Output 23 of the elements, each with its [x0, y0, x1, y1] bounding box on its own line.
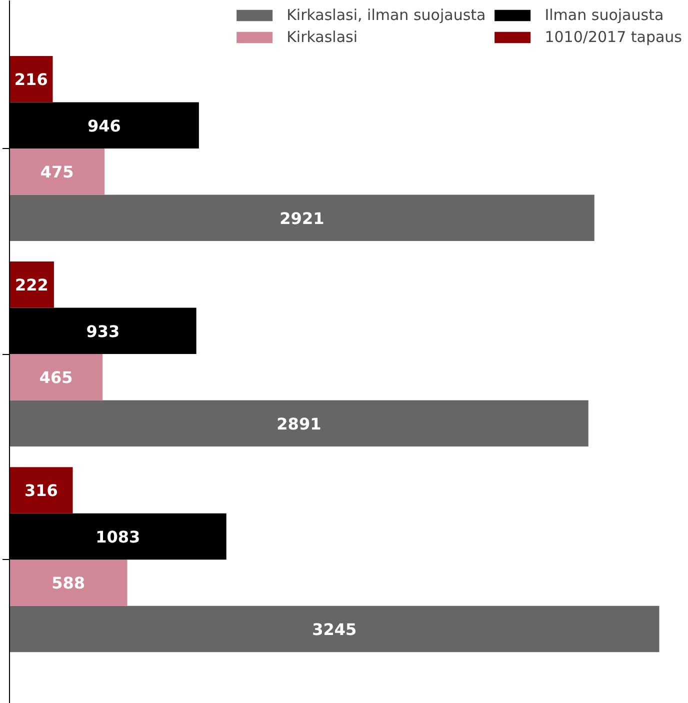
bar: [10, 467, 73, 514]
data-label: 933: [86, 322, 120, 341]
bar: [10, 194, 594, 241]
data-label: 946: [88, 116, 121, 136]
bar: [10, 148, 105, 195]
bar: [10, 400, 588, 447]
data-label: 222: [15, 276, 48, 295]
bar: [10, 606, 660, 652]
legend-label: Kirkaslasi: [286, 28, 358, 46]
bar: [10, 560, 128, 606]
legend-label: Kirkaslasi, ilman suojausta: [286, 6, 486, 24]
legend-label: 1010/2017 tapaus: [544, 28, 682, 46]
data-label: 316: [24, 481, 58, 500]
data-label: 1083: [96, 527, 140, 546]
data-label: 465: [39, 368, 73, 388]
legend-label: Ilman suojausta: [544, 6, 664, 24]
data-label: 2891: [276, 414, 322, 434]
data-label: 588: [52, 574, 86, 593]
data-label: 216: [14, 70, 48, 90]
bar: [10, 354, 103, 400]
data-label: 3245: [312, 620, 357, 639]
data-label: 475: [40, 162, 74, 182]
data-label: 2921: [280, 208, 324, 228]
